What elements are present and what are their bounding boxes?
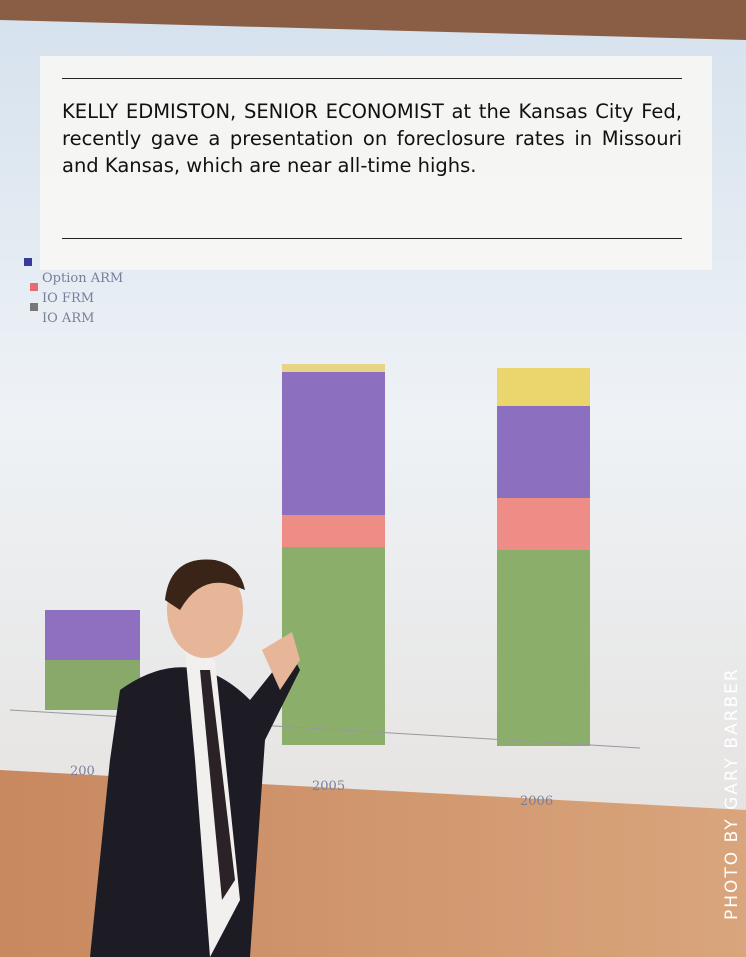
slide-year: 2006 <box>520 794 553 809</box>
caption-box: KELLY EDMISTON, SENIOR ECONOMIST at the … <box>40 56 712 270</box>
bar-segment <box>497 368 590 406</box>
slide-legend-label: Option ARM <box>42 271 123 286</box>
swatch <box>30 303 38 311</box>
bar-segment <box>282 364 385 372</box>
bar-segment <box>282 372 385 515</box>
bar-segment <box>497 498 590 550</box>
slide-legend-label: IO FRM <box>42 291 94 306</box>
bar-segment <box>282 547 385 745</box>
rule <box>62 78 682 79</box>
photo-credit: PHOTO BY GARY BARBER <box>722 667 742 920</box>
slide-year: 2005 <box>312 779 345 794</box>
rule <box>62 238 682 239</box>
swatch <box>24 258 32 266</box>
bar-segment <box>497 550 590 746</box>
slide-year: 200 <box>70 764 95 779</box>
caption-text: KELLY EDMISTON, SENIOR ECONOMIST at the … <box>62 98 682 179</box>
page: {"caption": {"text": "KELLY EDMISTON, SE… <box>0 0 746 957</box>
bar-segment <box>45 610 140 660</box>
bar-segment <box>282 515 385 547</box>
slide-legend-label: IO ARM <box>42 311 94 326</box>
swatch <box>30 283 38 291</box>
bar-segment <box>497 406 590 498</box>
